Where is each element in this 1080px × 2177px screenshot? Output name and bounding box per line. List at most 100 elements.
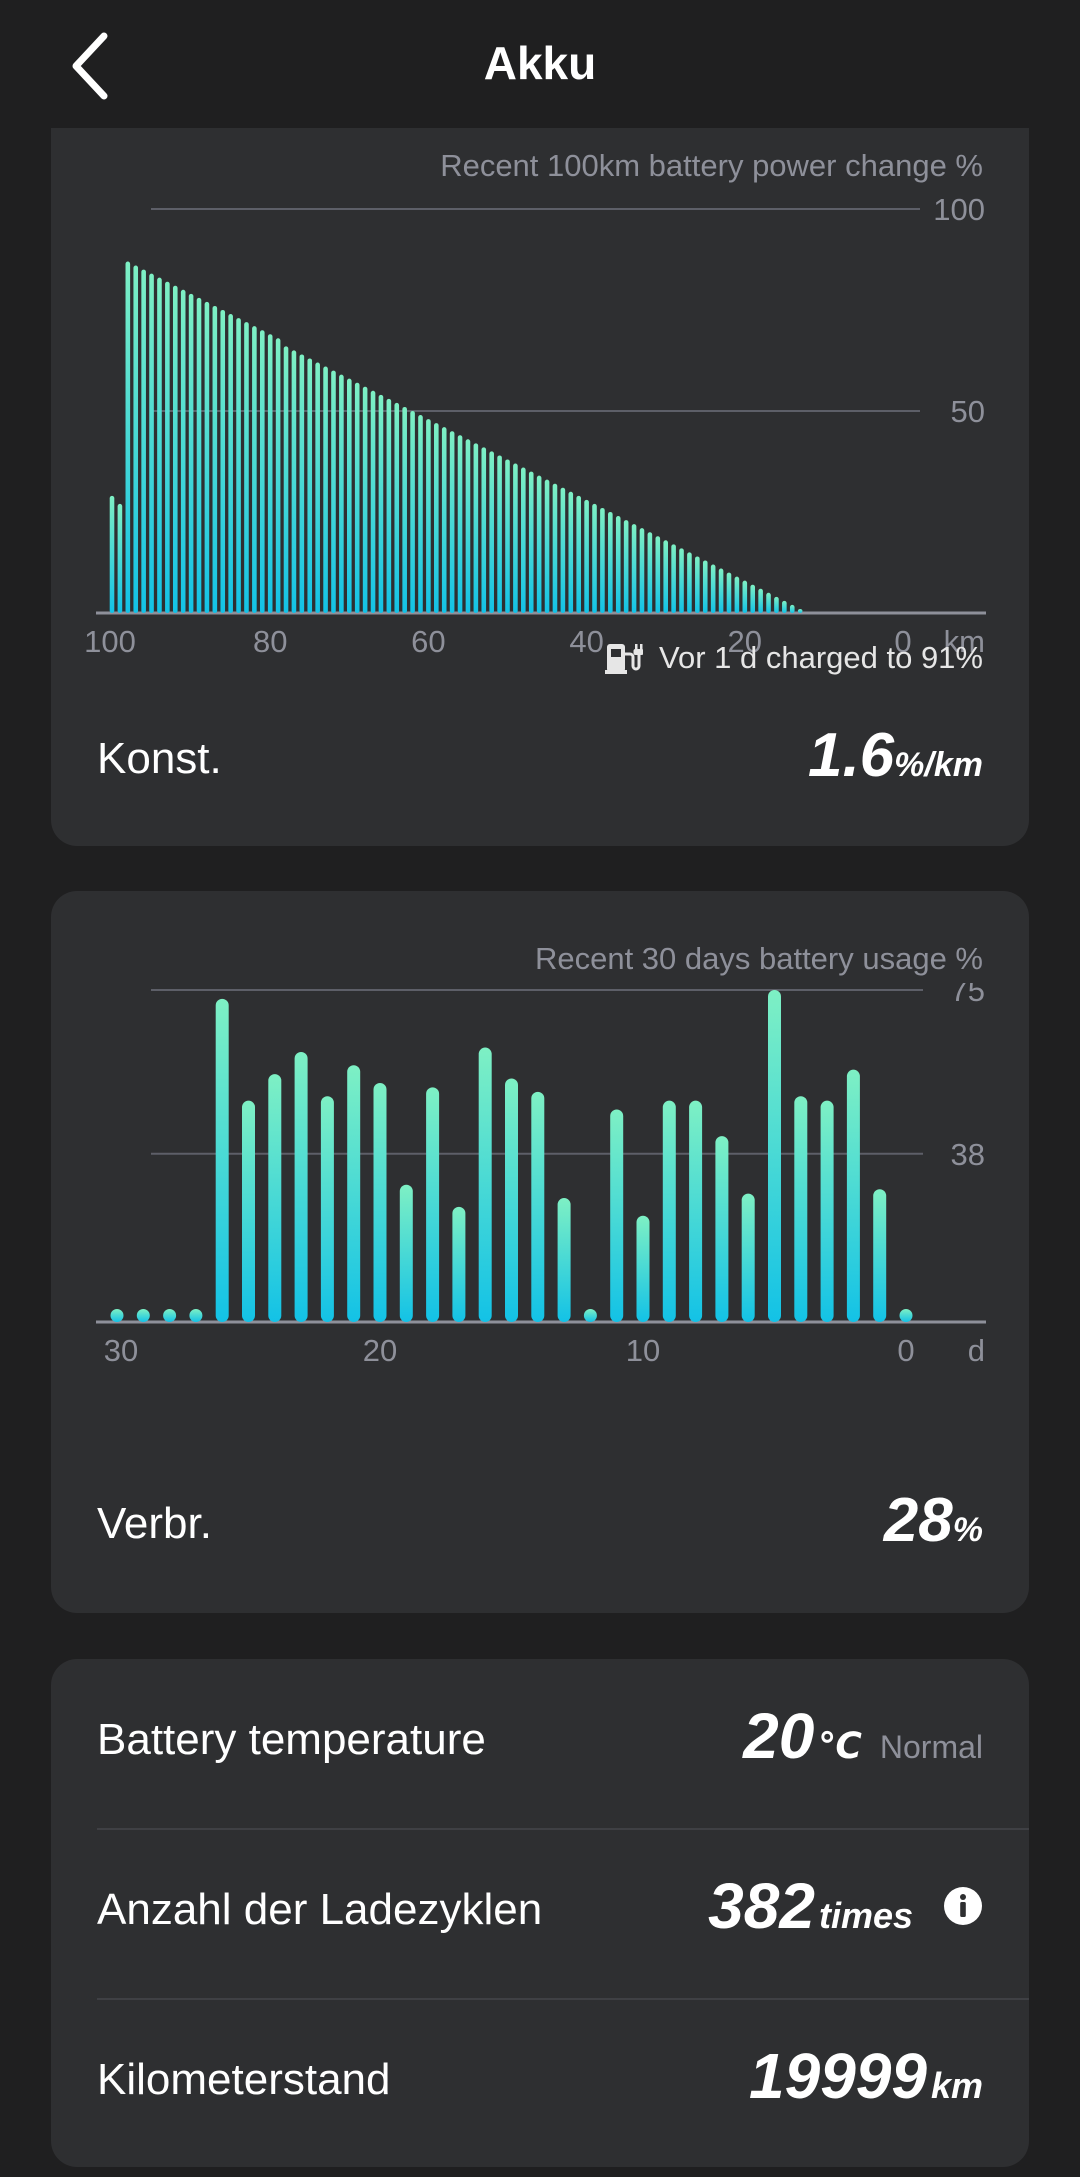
chart-bar (125, 261, 131, 613)
temperature-value: 20 ℃ Normal (743, 1699, 983, 1773)
chart-bar (715, 1136, 729, 1322)
chart-bar (283, 346, 289, 613)
chart-bar (774, 596, 779, 613)
chart-bar (615, 516, 621, 613)
chart-bar (259, 330, 265, 613)
chart-bar (584, 499, 589, 613)
x-tick-label: 80 (253, 624, 287, 659)
chart-bar (354, 382, 360, 613)
chart-bar (212, 305, 218, 613)
y-tick-label: 38 (951, 1137, 985, 1172)
battery-distance-card: Recent 100km battery power change % 100 5… (51, 90, 1029, 846)
chart-bar (165, 281, 170, 613)
last-charge-info: Vor 1 d charged to 91% (604, 636, 983, 680)
chart-bar (149, 273, 154, 613)
temperature-status: Normal (879, 1729, 983, 1765)
chart-bar (552, 483, 558, 613)
chart-bar (315, 362, 320, 613)
chart-bar (347, 1065, 361, 1322)
chart-bar (671, 544, 676, 613)
chart-bar (196, 297, 202, 613)
chart-bar (299, 354, 305, 613)
chart-bar (410, 411, 415, 613)
chart-bar (513, 463, 518, 613)
y-tick-label: 75 (951, 983, 985, 1008)
chart-bar (536, 475, 542, 613)
chart-bar (610, 1109, 624, 1322)
battery-distance-chart: 100 50 100 80 60 40 20 0 km (84, 192, 986, 659)
consumption-rate-number: 1.6 (807, 721, 895, 790)
chart-bar (294, 1051, 308, 1322)
charging-station-icon (604, 640, 643, 676)
divider (97, 1998, 1029, 2000)
odometer-label: Kilometerstand (97, 2055, 391, 2104)
x-axis-unit-label: d (968, 1333, 985, 1368)
back-button[interactable] (62, 28, 132, 104)
chart-bar (242, 1100, 255, 1322)
chart-bar (726, 572, 732, 613)
usage-value: 28% (884, 1485, 983, 1556)
chart-bar (758, 588, 763, 613)
chart-bar (794, 1096, 808, 1322)
chart-bar (899, 1309, 913, 1322)
chart-bar (695, 556, 700, 613)
chart-bar (473, 443, 479, 613)
chart-bar (639, 528, 645, 613)
chart-bar (531, 1091, 545, 1322)
chart-bar (320, 1096, 334, 1322)
odometer-row: Kilometerstand 19999 km (97, 1999, 1029, 2169)
chart-bar (307, 358, 313, 613)
chart-bar (220, 310, 226, 613)
consumption-rate-value: 1.6%/km (808, 720, 983, 791)
usage-label: Verbr. (97, 1499, 212, 1548)
consumption-rate-label: Konst. (97, 734, 222, 783)
odometer-value: 19999 km (749, 2039, 983, 2113)
chart-title: Recent 30 days battery usage % (534, 941, 983, 976)
chart-bar (679, 548, 684, 613)
chart-bar (180, 289, 186, 613)
x-tick-label: 20 (363, 1333, 397, 1368)
usage-unit: % (952, 1511, 983, 1549)
info-icon[interactable] (943, 1886, 983, 1926)
y-tick-label: 100 (933, 192, 985, 227)
chart-bar (481, 447, 487, 613)
chart-bar (244, 322, 249, 613)
y-tick-label: 50 (951, 394, 985, 429)
x-tick-label: 40 (569, 624, 603, 659)
chart-bar (662, 1100, 676, 1322)
chart-bar (750, 584, 756, 613)
chart-bar (291, 350, 297, 613)
chart-bar (497, 455, 502, 613)
battery-stats-card: Battery temperature 20 ℃ Normal Anzahl d… (51, 1659, 1029, 2167)
chart-bar (441, 427, 447, 613)
temperature-unit: ℃ (818, 1725, 862, 1766)
chart-bar (528, 471, 534, 613)
chart-bar (228, 314, 233, 613)
chart-bar (478, 1047, 492, 1322)
x-axis-unit-label: km (944, 624, 985, 659)
temperature-number: 20 (743, 1700, 815, 1772)
chart-bar (505, 459, 510, 613)
x-tick-label: 0 (894, 624, 911, 659)
chart-bar (789, 604, 795, 613)
chart-bar (331, 370, 336, 613)
chart-bar (339, 374, 344, 613)
chart-bar (718, 568, 724, 613)
chart-bar (252, 326, 257, 613)
chart-bar (370, 390, 376, 613)
odometer-unit: km (930, 2065, 983, 2106)
chart-bar (820, 1100, 834, 1322)
chart-bar (505, 1078, 518, 1322)
chart-bar (136, 1309, 150, 1322)
chart-bar (402, 406, 407, 613)
chart-bar (141, 269, 146, 613)
chart-bar (347, 378, 352, 613)
chart-bar (734, 576, 740, 613)
chart-bar (386, 398, 392, 613)
chart-bar (236, 318, 241, 613)
chart-bar (323, 366, 328, 613)
chart-bar (797, 608, 803, 613)
charge-cycles-value: 382 times (708, 1869, 983, 1943)
chart-bar (655, 536, 661, 613)
divider (97, 1828, 1029, 1830)
